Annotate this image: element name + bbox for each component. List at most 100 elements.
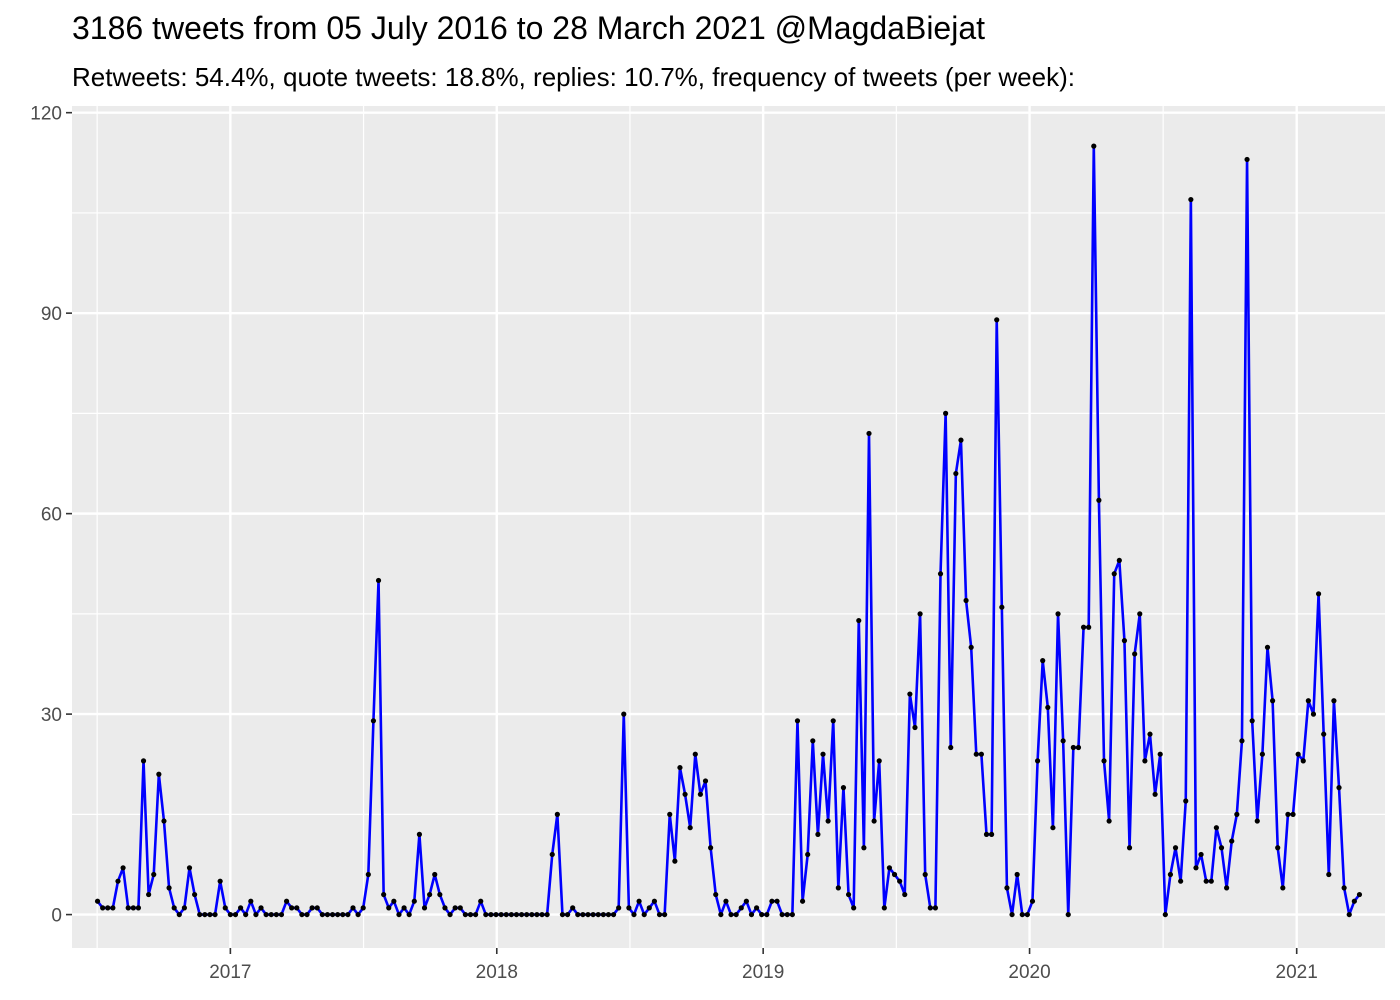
data-point [396, 911, 402, 918]
data-point [350, 905, 356, 911]
data-point [355, 911, 361, 918]
data-point [345, 911, 351, 918]
data-point [1070, 744, 1076, 751]
data-point [294, 905, 300, 911]
data-point [866, 430, 872, 437]
data-point [825, 818, 831, 824]
major-gridlines [72, 106, 1385, 948]
data-point [1321, 731, 1327, 737]
data-point [677, 764, 683, 771]
data-point [646, 905, 652, 911]
data-point [590, 911, 596, 918]
data-point [932, 905, 939, 911]
data-point [181, 905, 187, 911]
data-point [202, 911, 208, 918]
data-point [692, 751, 698, 757]
data-point [1254, 818, 1260, 824]
data-point [559, 911, 566, 918]
data-point [718, 911, 724, 918]
data-point [891, 871, 898, 878]
data-point [713, 891, 719, 898]
data-point [764, 911, 770, 918]
data-point [963, 597, 969, 604]
data-point [1024, 911, 1030, 918]
data-point [1336, 785, 1342, 791]
data-point [171, 905, 177, 911]
data-point [1193, 865, 1199, 871]
data-point [1188, 196, 1194, 203]
data-point [253, 911, 259, 918]
data-point [1218, 845, 1225, 851]
data-point [1331, 698, 1337, 704]
data-point [605, 911, 612, 918]
data-point [621, 711, 627, 717]
data-point [1239, 738, 1245, 744]
plot-panel [72, 106, 1385, 948]
data-point [907, 691, 913, 697]
data-point [263, 911, 269, 918]
data-point [754, 905, 760, 911]
data-point [365, 871, 371, 878]
data-point [702, 778, 709, 784]
data-point [917, 611, 923, 617]
data-point [1198, 851, 1204, 858]
data-point [687, 825, 693, 831]
data-point [1014, 871, 1020, 878]
data-point [248, 898, 254, 904]
data-point [656, 911, 663, 918]
data-point [539, 911, 545, 918]
data-point [759, 911, 765, 918]
data-point [595, 911, 601, 918]
data-point [360, 905, 366, 911]
data-point [886, 865, 893, 871]
data-point [227, 911, 233, 918]
data-point [851, 905, 857, 911]
data-point [789, 911, 795, 918]
data-point [498, 911, 504, 918]
data-point [483, 911, 489, 918]
data-point [1270, 698, 1276, 704]
data-point [319, 911, 325, 918]
data-point [278, 911, 285, 918]
data-point [1244, 156, 1250, 163]
y-tick-label: 60 [41, 505, 62, 526]
data-point [1162, 911, 1168, 918]
data-point [1080, 624, 1087, 630]
y-tick-label: 90 [41, 304, 62, 325]
data-point [1045, 704, 1051, 711]
data-point [1213, 825, 1219, 831]
data-point [610, 911, 617, 918]
data-point [406, 911, 412, 918]
data-point [473, 911, 479, 918]
data-point [641, 911, 647, 918]
data-point [421, 905, 428, 911]
data-point [243, 911, 249, 918]
data-point [1086, 624, 1092, 630]
data-point [1295, 751, 1301, 757]
data-point [176, 911, 182, 918]
data-point [580, 911, 586, 918]
data-point [447, 911, 453, 918]
data-point [1356, 891, 1363, 898]
data-point [386, 905, 392, 911]
data-point [835, 885, 841, 891]
data-point [861, 845, 867, 851]
data-point [600, 911, 606, 918]
data-point [314, 905, 320, 911]
data-point [273, 911, 279, 918]
data-point [1310, 711, 1317, 717]
data-point [457, 905, 463, 911]
data-point [743, 898, 749, 904]
data-point [840, 785, 847, 791]
data-point [549, 851, 555, 858]
data-point [217, 878, 223, 884]
data-point [427, 891, 433, 898]
data-point [197, 911, 203, 918]
data-point [140, 758, 147, 764]
data-point [983, 831, 990, 838]
data-point [999, 604, 1005, 610]
data-point [922, 871, 928, 878]
data-point [943, 410, 949, 416]
data-point [1234, 811, 1240, 817]
data-point [784, 911, 790, 918]
